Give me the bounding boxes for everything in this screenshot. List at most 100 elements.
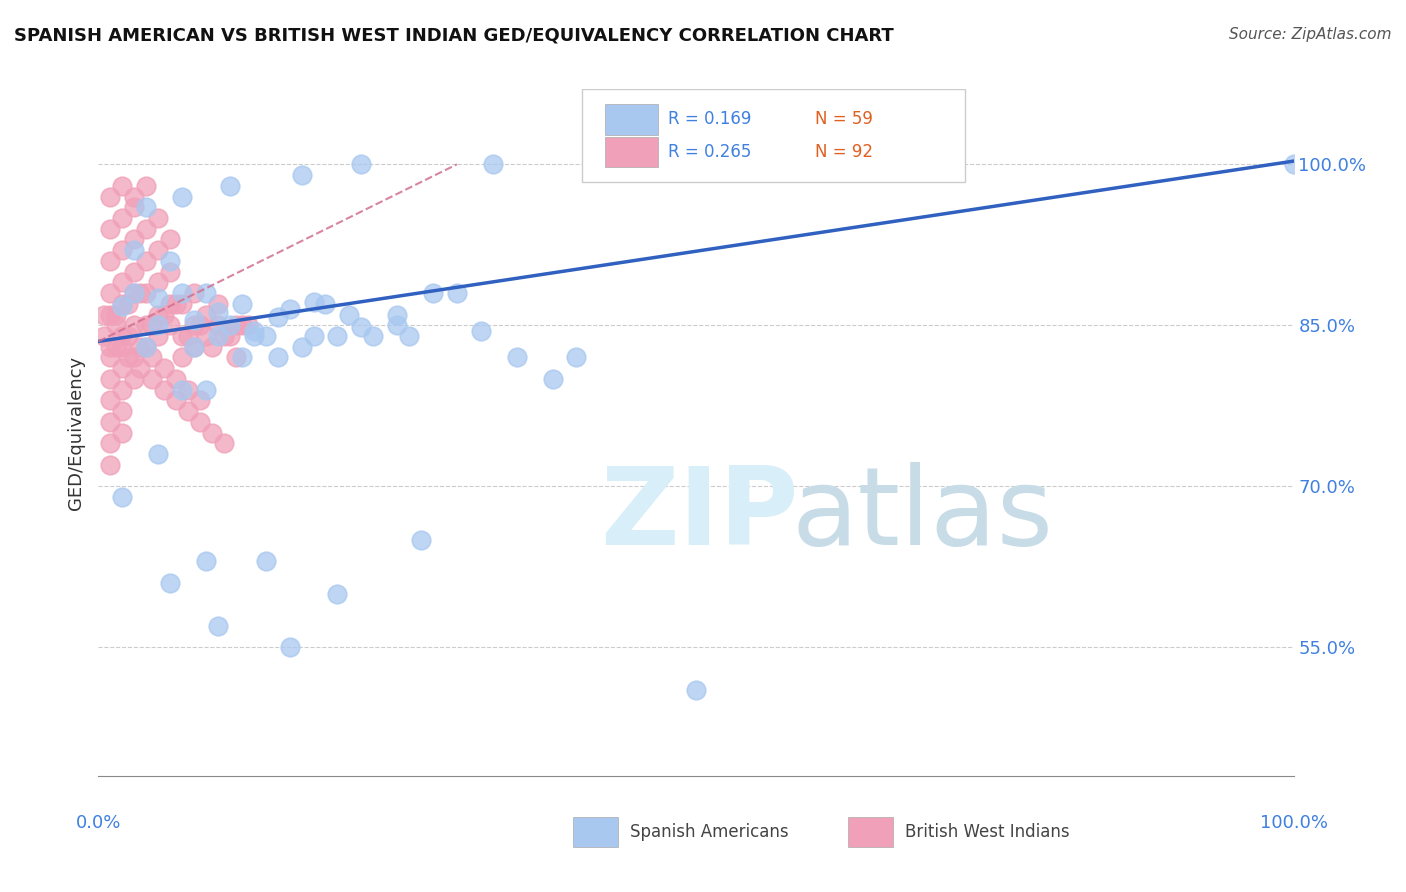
Point — [195, 286, 218, 301]
Text: N = 92: N = 92 — [815, 144, 873, 161]
Point — [219, 318, 242, 333]
Point — [172, 329, 194, 343]
Y-axis label: GED/Equivalency: GED/Equivalency — [66, 356, 84, 509]
Point — [159, 297, 181, 311]
Point — [148, 329, 170, 343]
Point — [153, 308, 176, 322]
Text: Spanish Americans: Spanish Americans — [630, 822, 789, 840]
Point — [129, 340, 152, 354]
Point — [141, 372, 163, 386]
Point — [506, 351, 529, 365]
Text: SPANISH AMERICAN VS BRITISH WEST INDIAN GED/EQUIVALENCY CORRELATION CHART: SPANISH AMERICAN VS BRITISH WEST INDIAN … — [14, 27, 894, 45]
Point — [207, 305, 229, 319]
Point — [111, 211, 134, 225]
Point — [481, 157, 505, 171]
Point — [111, 404, 134, 418]
Point — [350, 157, 373, 171]
Point — [195, 308, 218, 322]
Point — [183, 340, 205, 354]
Point — [422, 286, 444, 301]
Point — [195, 554, 218, 568]
Point — [411, 533, 433, 547]
Point — [135, 178, 157, 193]
Point — [111, 276, 134, 290]
Point — [470, 324, 492, 338]
Point — [98, 189, 122, 203]
Point — [183, 313, 205, 327]
Point — [195, 329, 218, 343]
Point — [111, 243, 134, 257]
Point — [172, 351, 194, 365]
Point — [98, 393, 122, 408]
Point — [135, 340, 157, 354]
Point — [183, 340, 205, 354]
Point — [165, 372, 187, 386]
Text: N = 59: N = 59 — [815, 111, 873, 128]
Point — [124, 286, 146, 301]
Point — [124, 243, 146, 257]
Point — [201, 340, 224, 354]
Point — [236, 318, 259, 333]
Text: 100.0%: 100.0% — [1260, 814, 1327, 832]
Point — [148, 447, 170, 461]
Point — [1282, 157, 1305, 171]
Point — [363, 329, 385, 343]
Point — [98, 458, 122, 472]
Point — [148, 308, 170, 322]
Point — [212, 329, 235, 343]
Point — [302, 294, 325, 309]
Point — [124, 265, 146, 279]
Point — [111, 178, 134, 193]
Point — [98, 351, 122, 365]
Point — [135, 200, 157, 214]
Point — [183, 286, 205, 301]
Point — [398, 329, 420, 343]
Point — [135, 340, 157, 354]
Point — [177, 404, 200, 418]
Point — [219, 178, 242, 193]
Text: British West Indians: British West Indians — [905, 822, 1070, 840]
Point — [117, 297, 139, 311]
Point — [188, 415, 211, 429]
Point — [315, 297, 337, 311]
Point — [188, 318, 211, 333]
Point — [183, 318, 205, 333]
Point — [98, 340, 122, 354]
Point — [111, 425, 134, 440]
Text: R = 0.169: R = 0.169 — [668, 111, 752, 128]
Point — [124, 200, 146, 214]
Point — [589, 157, 612, 171]
Point — [165, 297, 187, 311]
FancyBboxPatch shape — [572, 816, 619, 847]
Point — [98, 286, 122, 301]
Point — [111, 490, 134, 504]
Point — [243, 324, 266, 338]
Point — [105, 318, 128, 333]
Point — [148, 292, 170, 306]
Point — [172, 383, 194, 397]
Point — [385, 318, 409, 333]
Point — [124, 372, 146, 386]
Text: R = 0.265: R = 0.265 — [668, 144, 752, 161]
Point — [93, 308, 115, 322]
Point — [98, 221, 122, 235]
Point — [326, 586, 349, 600]
Point — [129, 361, 152, 376]
Point — [98, 436, 122, 450]
Point — [207, 329, 229, 343]
Point — [148, 276, 170, 290]
Point — [231, 351, 253, 365]
Point — [177, 383, 200, 397]
Point — [188, 393, 211, 408]
Point — [172, 286, 194, 301]
Point — [207, 297, 229, 311]
Point — [225, 318, 247, 333]
Point — [159, 318, 181, 333]
Point — [267, 351, 290, 365]
Point — [159, 253, 181, 268]
Point — [124, 189, 146, 203]
FancyBboxPatch shape — [605, 104, 658, 135]
Point — [129, 286, 152, 301]
Point — [98, 415, 122, 429]
FancyBboxPatch shape — [605, 137, 658, 168]
